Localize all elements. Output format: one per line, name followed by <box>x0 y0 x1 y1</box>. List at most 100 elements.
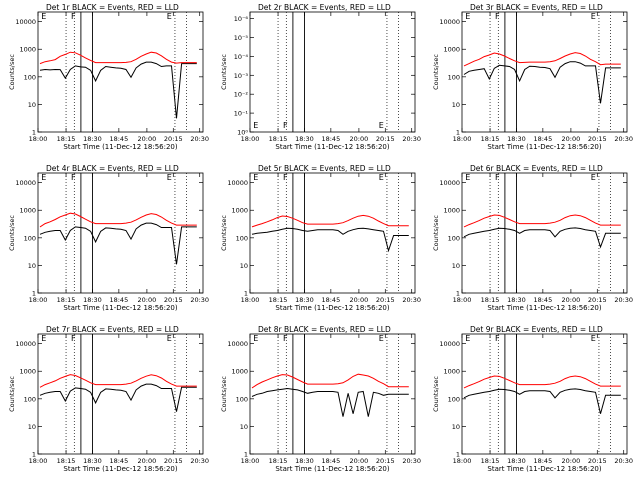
x-tick-label: 20:30 <box>190 135 209 143</box>
x-tick-label: 18:45 <box>533 296 552 304</box>
y-tick-label: 1000 <box>19 207 36 215</box>
events-series-line <box>463 61 621 104</box>
x-axis-label: Start Time (11-Dec-12 18:56:20) <box>275 304 389 312</box>
y-tick-label: 1 <box>32 129 36 137</box>
x-tick-label: 18:00 <box>29 457 48 465</box>
y-tick-label: 1000 <box>443 368 460 376</box>
x-tick-label: 18:00 <box>453 296 472 304</box>
y-tick-label: 10⁻¹ <box>234 110 249 118</box>
x-tick-label: 18:30 <box>83 457 102 465</box>
panel-det-5: Det 5r BLACK = Events, RED = LLD 1 10 100 10… <box>220 164 421 312</box>
x-tick-label: 18:45 <box>109 457 128 465</box>
x-tick-label: 20:15 <box>376 457 395 465</box>
x-tick-label: 18:30 <box>295 457 314 465</box>
panel-title: Det 5r BLACK = Events, RED = LLD <box>258 164 391 173</box>
x-tick-label: 20:30 <box>190 457 209 465</box>
y-tick-label: 10 <box>452 423 460 431</box>
x-tick-label: 18:45 <box>109 296 128 304</box>
panel-title: Det 2r BLACK = Events, RED = LLD <box>258 3 391 12</box>
x-tick-label: 18:15 <box>269 135 288 143</box>
x-tick-label: 18:15 <box>481 296 500 304</box>
y-axis-label: Counts/sec <box>220 376 228 412</box>
x-tick-label: 20:15 <box>588 457 607 465</box>
y-tick-label: 1000 <box>19 368 36 376</box>
flag-label: F <box>495 334 500 343</box>
x-tick-label: 18:30 <box>295 135 314 143</box>
x-tick-label: 18:15 <box>481 135 500 143</box>
panel-title: Det 1r BLACK = Events, RED = LLD <box>46 3 179 12</box>
plot-frame <box>249 333 416 455</box>
lld-series-line <box>39 374 197 388</box>
x-tick-label: 20:00 <box>138 296 157 304</box>
panel-det-6: Det 6r BLACK = Events, RED = LLD 1 10 100 10… <box>432 164 633 312</box>
flag-label: F <box>283 173 288 182</box>
y-tick-label: 10 <box>452 101 460 109</box>
flag-label: F <box>283 121 288 130</box>
flag-label: E <box>167 334 172 343</box>
x-tick-label: 20:15 <box>588 296 607 304</box>
x-tick-label: 20:15 <box>376 135 395 143</box>
x-tick-label: 20:00 <box>138 135 157 143</box>
x-axis-label: Start Time (11-Dec-12 18:56:20) <box>63 465 177 473</box>
events-series-line <box>39 222 197 265</box>
x-tick-label: 18:15 <box>269 457 288 465</box>
y-tick-label: 1000 <box>19 46 36 54</box>
plot-frame <box>37 333 204 455</box>
lld-series-line <box>463 375 621 389</box>
y-tick-label: 100 <box>24 395 36 403</box>
x-tick-label: 20:30 <box>614 296 633 304</box>
y-tick-label: 10⁻⁴ <box>234 53 249 61</box>
events-series-line <box>463 388 621 414</box>
plot-frame <box>461 333 628 455</box>
x-tick-label: 20:30 <box>614 457 633 465</box>
flag-label: F <box>71 173 76 182</box>
y-axis-label: Counts/sec <box>8 376 16 412</box>
x-tick-label: 18:15 <box>481 457 500 465</box>
y-tick-label: 1 <box>32 451 36 459</box>
y-tick-label: 10⁻² <box>234 91 249 99</box>
plot-frame <box>37 172 204 294</box>
flag-label: F <box>71 334 76 343</box>
y-tick-label: 100 <box>24 234 36 242</box>
y-tick-label: 10000 <box>439 18 460 26</box>
flag-label: E <box>167 12 172 21</box>
panel-title: Det 9r BLACK = Events, RED = LLD <box>470 325 603 334</box>
flag-label: F <box>495 12 500 21</box>
x-tick-label: 18:30 <box>295 296 314 304</box>
flag-label: E <box>465 173 470 182</box>
flag-label: E <box>465 12 470 21</box>
y-tick-label: 1 <box>456 290 460 298</box>
lld-series-line <box>463 214 621 228</box>
panel-title: Det 3r BLACK = Events, RED = LLD <box>470 3 603 12</box>
flag-label: E <box>253 334 258 343</box>
x-tick-label: 18:45 <box>321 296 340 304</box>
x-tick-label: 20:00 <box>350 135 369 143</box>
x-tick-label: 18:30 <box>507 457 526 465</box>
y-tick-label: 100 <box>448 73 460 81</box>
x-axis-label: Start Time (11-Dec-12 18:56:20) <box>275 465 389 473</box>
flag-label: E <box>591 334 596 343</box>
events-series-line <box>39 61 197 119</box>
y-tick-label: 10000 <box>439 340 460 348</box>
y-tick-label: 1 <box>456 129 460 137</box>
flag-label: E <box>41 173 46 182</box>
x-tick-label: 18:15 <box>57 135 76 143</box>
x-tick-label: 20:15 <box>164 296 183 304</box>
x-tick-label: 20:00 <box>350 457 369 465</box>
x-axis-label: Start Time (11-Dec-12 18:56:20) <box>487 143 601 151</box>
flag-label: F <box>495 173 500 182</box>
y-tick-label: 10000 <box>439 179 460 187</box>
x-axis-label: Start Time (11-Dec-12 18:56:20) <box>487 304 601 312</box>
panel-title: Det 7r BLACK = Events, RED = LLD <box>46 325 179 334</box>
x-tick-label: 18:15 <box>57 457 76 465</box>
y-axis-label: Counts/sec <box>220 54 228 90</box>
x-axis-label: Start Time (11-Dec-12 18:56:20) <box>63 304 177 312</box>
flag-label: E <box>379 121 384 130</box>
plot-frame <box>461 11 628 133</box>
x-tick-label: 18:45 <box>109 135 128 143</box>
events-series-line <box>251 227 409 253</box>
y-tick-label: 10000 <box>227 179 248 187</box>
lld-series-line <box>39 212 197 228</box>
flag-label: F <box>283 334 288 343</box>
y-tick-label: 10 <box>28 101 36 109</box>
